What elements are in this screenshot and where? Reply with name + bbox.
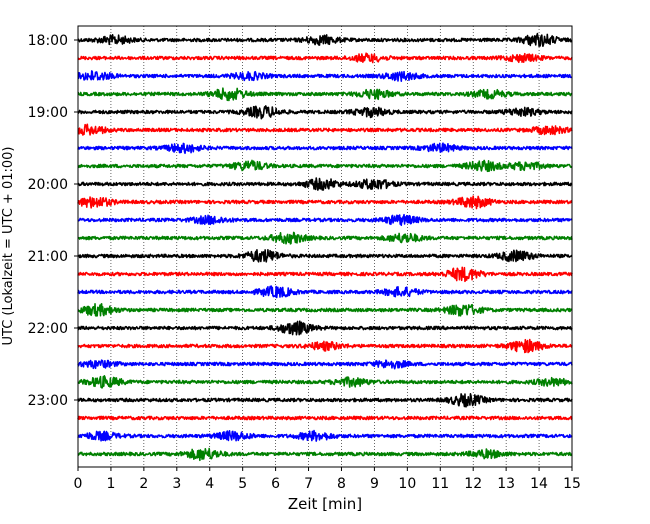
y-tick-label: 21:00 (28, 249, 68, 265)
x-tick-label: 11 (431, 476, 449, 492)
y-tick-label: 20:00 (28, 177, 68, 193)
trace-row (77, 177, 573, 191)
x-axis-ticks: 0 1 2 3 4 5 6 7 8 9 10 11 12 13 14 15 (74, 467, 581, 492)
y-axis-ticks: 18:00 19:00 20:00 21:00 22:00 23:00 (28, 33, 78, 409)
trace-row (77, 52, 573, 64)
trace-row (77, 392, 573, 408)
x-tick-label: 8 (337, 476, 346, 492)
x-tick-label: 4 (205, 476, 214, 492)
x-tick-label: 5 (238, 476, 247, 492)
x-tick-label: 2 (139, 476, 148, 492)
trace-row (77, 338, 573, 354)
y-tick-label: 22:00 (28, 321, 68, 337)
trace-row (77, 195, 573, 210)
trace-row (77, 231, 573, 245)
x-tick-label: 15 (563, 476, 581, 492)
y-axis-label: UTC (Lokalzeit = UTC + 01:00) (1, 147, 16, 346)
x-axis-label: Zeit [min] (288, 495, 362, 513)
trace-row (77, 32, 573, 47)
seismic-traces (77, 32, 573, 462)
trace-row (77, 302, 573, 317)
trace-row (77, 375, 573, 389)
trace-row (77, 105, 573, 120)
trace-row (77, 320, 573, 336)
trace-row (77, 429, 573, 442)
x-tick-label: 10 (398, 476, 416, 492)
x-tick-label: 14 (530, 476, 548, 492)
x-tick-label: 6 (271, 476, 280, 492)
trace-row (77, 248, 573, 263)
x-tick-label: 13 (497, 476, 515, 492)
trace-row (77, 266, 573, 283)
trace-row (77, 87, 573, 102)
trace-row (77, 70, 573, 82)
x-tick-label: 3 (172, 476, 181, 492)
y-tick-label: 19:00 (28, 105, 68, 121)
plot-frame (77, 25, 573, 468)
trace-row (77, 123, 573, 136)
x-tick-label: 9 (370, 476, 379, 492)
x-tick-label: 1 (106, 476, 115, 492)
trace-row (77, 447, 573, 462)
trace-row (77, 415, 573, 421)
y-tick-label: 18:00 (28, 33, 68, 49)
y-tick-label: 23:00 (28, 393, 68, 409)
trace-row (77, 285, 573, 299)
trace-row (77, 359, 573, 370)
x-tick-label: 0 (74, 476, 83, 492)
trace-row (77, 142, 573, 155)
trace-row (77, 213, 573, 227)
x-tick-label: 7 (304, 476, 313, 492)
trace-row (77, 159, 573, 173)
x-tick-label: 12 (464, 476, 482, 492)
plot-background (78, 26, 572, 467)
